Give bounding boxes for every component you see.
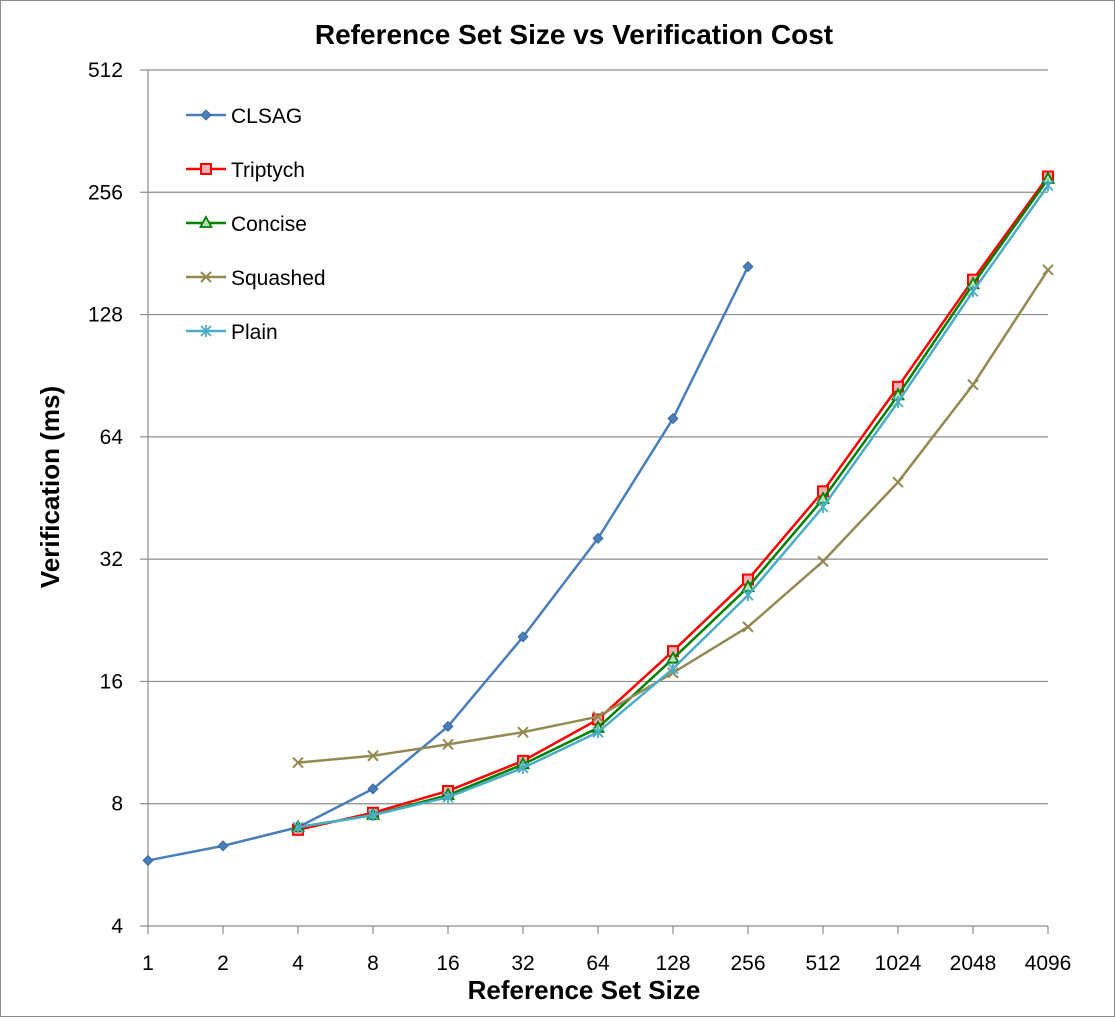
x-tick-label: 512 — [805, 952, 840, 975]
series-line-squashed — [297, 269, 1050, 764]
x-tick-label: 128 — [655, 952, 690, 975]
legend-label: Concise — [231, 213, 307, 236]
legend-item-plain: Plain — [186, 321, 278, 344]
y-axis-title: Verification (ms) — [35, 386, 65, 588]
data-point-squashed — [592, 711, 604, 723]
data-point-squashed — [442, 738, 454, 751]
legend-marker — [200, 163, 212, 175]
data-point-clsag — [142, 854, 154, 867]
x-tick-label: 4 — [292, 952, 304, 975]
y-tick-label: 128 — [88, 304, 123, 327]
data-point-squashed — [517, 726, 529, 738]
data-point-squashed — [292, 756, 304, 769]
series-clsag — [142, 261, 754, 867]
x-axis-title: Reference Set Size — [468, 975, 701, 1005]
legend-marker — [198, 215, 214, 228]
gridlines — [148, 69, 1048, 805]
legend-item-triptych: Triptych — [186, 159, 305, 182]
y-tick-label: 64 — [100, 426, 124, 449]
data-point-plain — [1042, 179, 1054, 192]
data-point-clsag — [367, 783, 379, 795]
legend-item-clsag: CLSAG — [186, 105, 302, 128]
legend-label: Squashed — [231, 267, 326, 290]
chart-title: Reference Set Size vs Verification Cost — [315, 19, 833, 50]
x-tick-label: 2 — [217, 952, 229, 975]
legend-item-squashed: Squashed — [186, 267, 326, 290]
y-tick-label: 4 — [111, 915, 123, 938]
x-tick-label: 64 — [586, 952, 610, 975]
legend-label: Triptych — [231, 159, 305, 182]
axes — [140, 69, 1049, 934]
data-point-plain — [442, 791, 454, 804]
x-tick-label: 1024 — [875, 952, 922, 975]
data-point-plain — [817, 501, 829, 514]
data-point-squashed — [967, 379, 979, 391]
y-tick-label: 8 — [111, 793, 123, 816]
x-tick-label: 4096 — [1025, 952, 1072, 975]
x-tick-label: 1 — [142, 952, 154, 975]
series-line-plain — [297, 184, 1050, 829]
legend-label: CLSAG — [231, 105, 302, 128]
y-tick-label: 16 — [100, 670, 123, 693]
data-point-plain — [367, 809, 379, 822]
data-point-squashed — [817, 555, 829, 568]
legend-item-concise: Concise — [186, 213, 307, 236]
series-concise — [290, 171, 1056, 833]
series-plain — [292, 179, 1054, 834]
series-line-clsag — [147, 266, 750, 862]
legend-label: Plain — [231, 321, 278, 344]
x-tick-label: 8 — [367, 952, 379, 975]
x-tick-label: 16 — [436, 952, 459, 975]
tick-labels: 4 8 16 32 64 128 256 512 1 2 4 8 16 32 64 128 256 512 1024… — [88, 59, 1071, 975]
data-point-clsag — [592, 532, 604, 544]
data-point-clsag — [667, 412, 679, 425]
data-point-clsag — [442, 720, 454, 732]
data-point-clsag — [742, 261, 754, 273]
data-point-plain — [292, 821, 304, 834]
data-point-plain — [967, 285, 979, 298]
data-point-squashed — [892, 476, 904, 488]
data-point-clsag — [517, 631, 529, 643]
series-line-concise — [297, 178, 1050, 829]
y-tick-label: 512 — [88, 59, 123, 82]
series-triptych — [292, 170, 1054, 836]
x-tick-label: 2048 — [950, 952, 997, 975]
x-tick-label: 256 — [730, 952, 765, 975]
data-point-plain — [742, 589, 754, 602]
data-point-plain — [592, 726, 604, 739]
data-point-clsag — [217, 840, 229, 852]
legend-marker — [200, 109, 212, 121]
data-point-squashed — [367, 750, 379, 762]
y-tick-label: 32 — [100, 548, 123, 571]
x-tick-label: 32 — [511, 952, 534, 975]
data-point-squashed — [742, 621, 754, 633]
legend: CLSAG Triptych Concise Squashed Plain — [186, 105, 326, 344]
series-lines — [142, 170, 1056, 867]
y-tick-label: 256 — [88, 181, 123, 204]
legend-marker — [200, 325, 212, 337]
data-point-plain — [892, 395, 904, 408]
data-point-plain — [517, 761, 529, 774]
legend-marker — [200, 271, 212, 283]
data-point-squashed — [1042, 264, 1054, 276]
data-point-plain — [667, 662, 679, 675]
series-line-triptych — [297, 175, 1050, 832]
